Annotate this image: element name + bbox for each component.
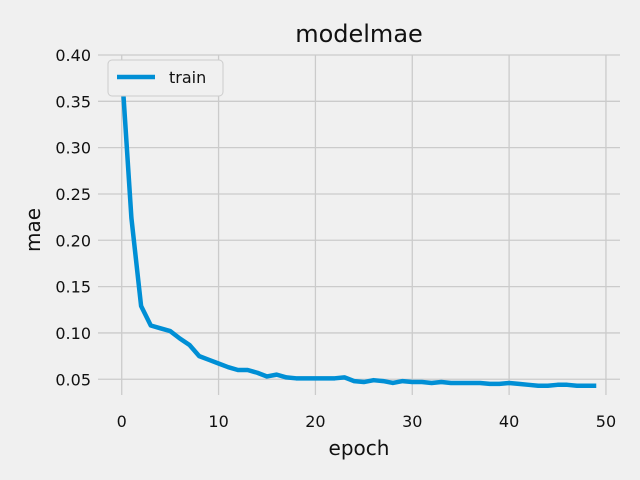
y-tick-label: 0.30 bbox=[55, 139, 91, 158]
y-tick-label: 0.10 bbox=[55, 324, 91, 343]
y-tick-labels: 0.05 0.10 0.15 0.20 0.25 0.30 0.35 0.40 bbox=[55, 46, 91, 389]
legend-box bbox=[107, 59, 224, 97]
plot-area bbox=[98, 55, 620, 395]
y-tick-label: 0.25 bbox=[55, 185, 91, 204]
y-axis-label: mae bbox=[21, 208, 45, 252]
legend-label-train: train bbox=[169, 68, 206, 87]
y-tick-label: 0.40 bbox=[55, 46, 91, 65]
x-tick-label: 10 bbox=[208, 412, 228, 431]
series-layer bbox=[119, 68, 597, 388]
y-tick-label: 0.20 bbox=[55, 231, 91, 250]
grid-lines bbox=[98, 54, 620, 395]
y-tick-label: 0.35 bbox=[55, 92, 91, 111]
x-axis-label: epoch bbox=[329, 436, 390, 460]
x-tick-label: 20 bbox=[305, 412, 325, 431]
x-tick-labels: 0 10 20 30 40 50 bbox=[117, 412, 617, 431]
series-line-train bbox=[119, 68, 597, 388]
x-tick-label: 50 bbox=[596, 412, 616, 431]
x-tick-label: 40 bbox=[499, 412, 519, 431]
y-tick-label: 0.15 bbox=[55, 278, 91, 297]
y-tick-label: 0.05 bbox=[55, 370, 91, 389]
x-tick-label: 0 bbox=[117, 412, 127, 431]
x-tick-label: 30 bbox=[402, 412, 422, 431]
chart-title: modelmae bbox=[295, 20, 423, 48]
legend: train bbox=[107, 59, 224, 97]
